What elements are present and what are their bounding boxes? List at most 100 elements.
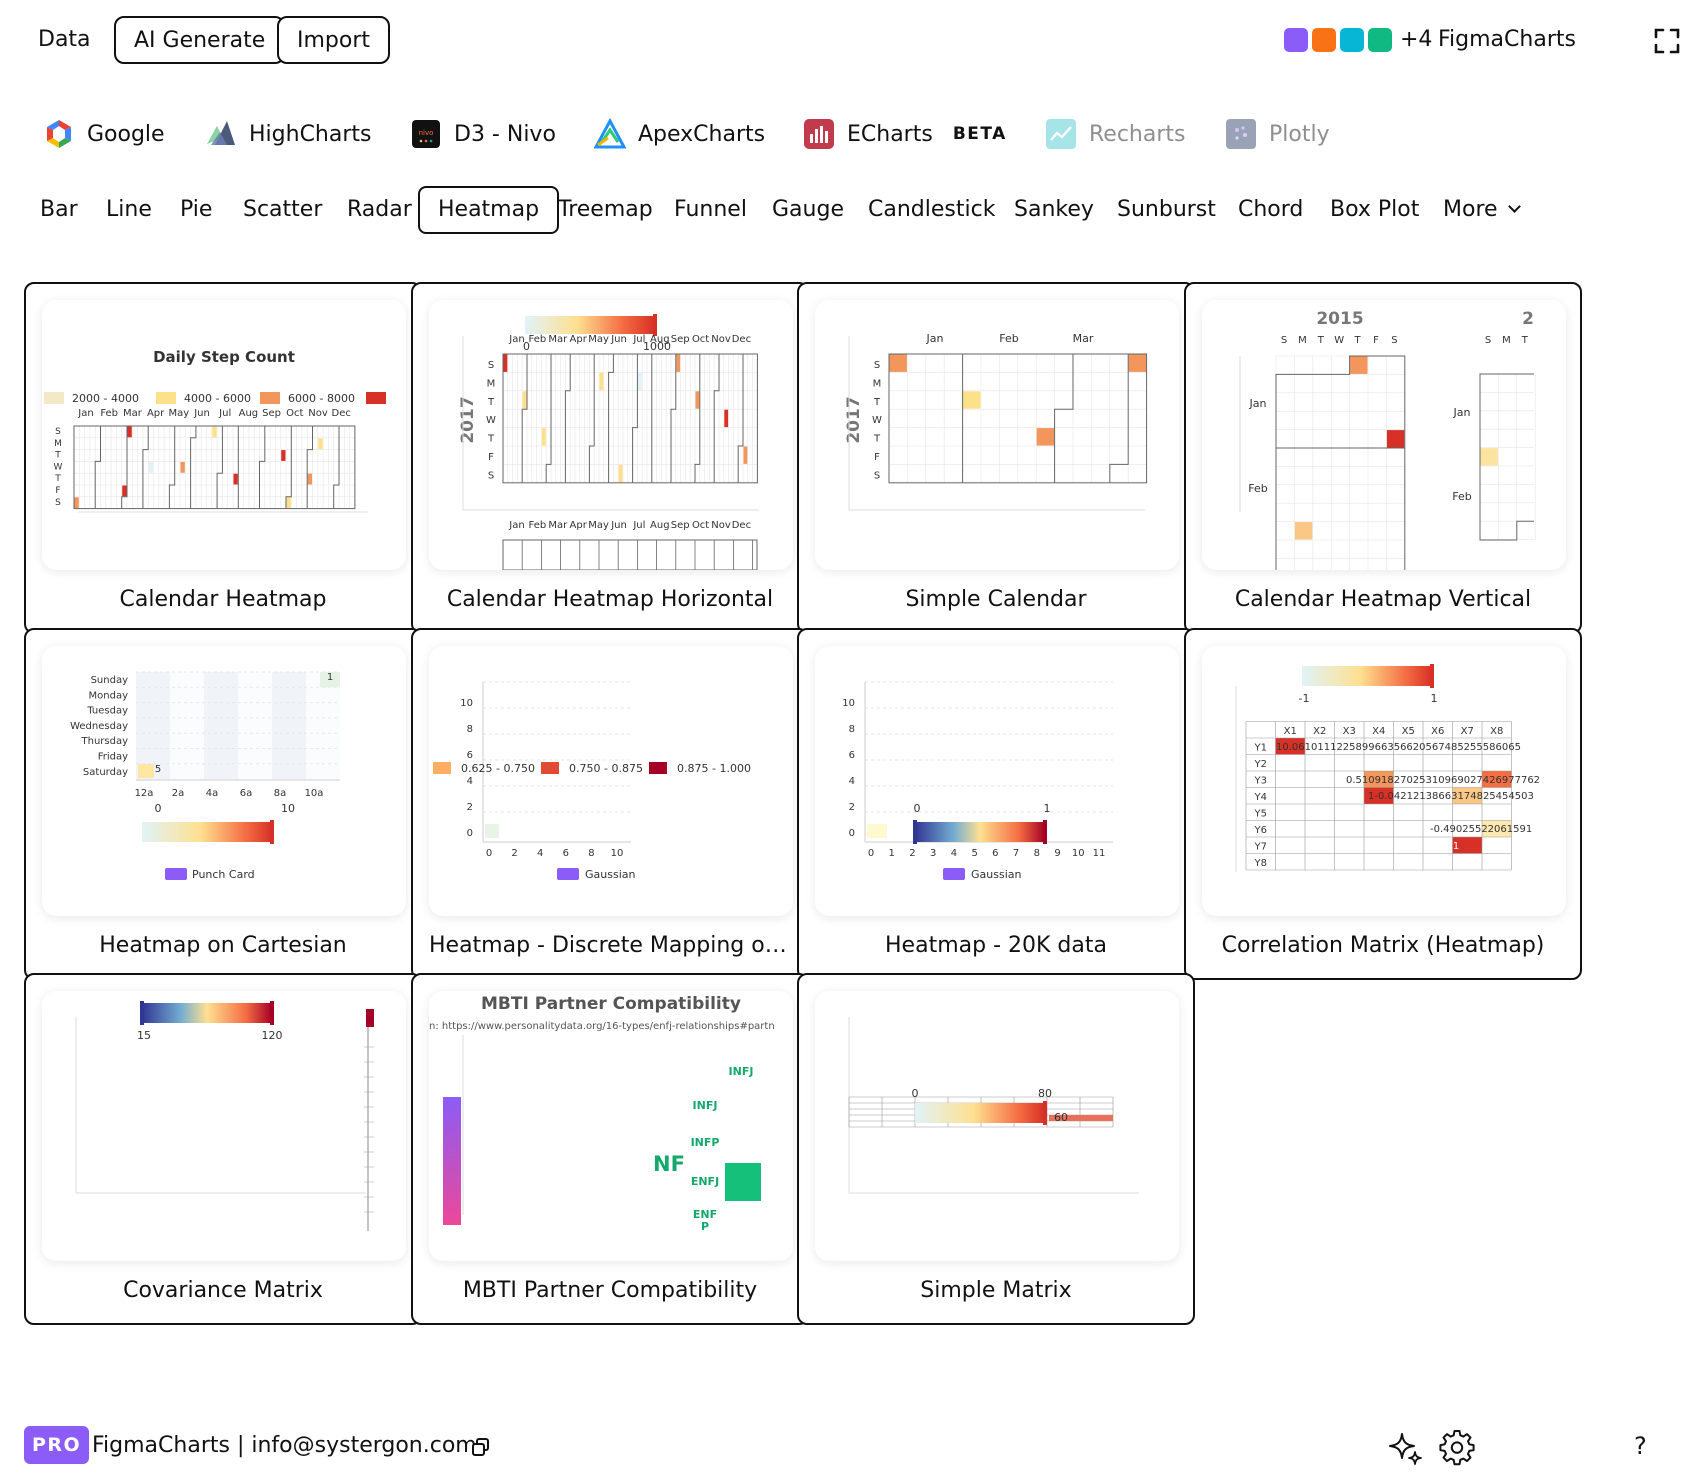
covariance-matrix-preview: 15 120 — [75, 1001, 374, 1231]
tab-box-plot[interactable]: Box Plot — [1330, 197, 1420, 222]
tab-candlestick[interactable]: Candlestick — [868, 197, 996, 222]
tab-bar[interactable]: Bar — [40, 197, 78, 222]
heat-cell — [138, 764, 154, 778]
library-recharts[interactable]: Recharts — [1045, 112, 1186, 156]
day-label: T — [54, 451, 61, 461]
month-label: Mar — [123, 408, 143, 419]
color-palette[interactable] — [1284, 28, 1392, 52]
mbti-cell — [725, 1163, 761, 1201]
chart-card-heatmap-discrete[interactable]: 10 8 6 4 2 0 0 2 4 6 8 10 0.625 - 0.750 0.750 - 0.… — [411, 628, 809, 980]
tab-funnel[interactable]: Funnel — [674, 197, 747, 222]
tab-sunburst[interactable]: Sunburst — [1117, 197, 1216, 222]
heat-cell — [212, 426, 217, 438]
tab-treemap[interactable]: Treemap — [558, 197, 653, 222]
chart-card-calendar-heatmap-horizontal[interactable]: 0 1000 Jan Feb Mar Apr May Jun Jul Aug Sep Oct Nov… — [411, 282, 809, 634]
color-scale — [1302, 666, 1432, 686]
chart-thumbnail: -1 1 X1 X2 X3 X4 X5 X6 X7 X8 Y1 Y2 Y3 Y4 Y5 Y6 Y7 Y8 1… — [1202, 646, 1566, 916]
palette-more-count[interactable]: +4 — [1400, 27, 1433, 52]
data-link[interactable]: Data — [38, 27, 91, 52]
sparkle-icon[interactable] — [1386, 1428, 1424, 1466]
column-label: X3 — [1343, 726, 1356, 737]
color-scale — [142, 1003, 272, 1023]
month-labels: Jan Feb Mar — [926, 332, 1094, 345]
column-label: X8 — [1490, 726, 1503, 737]
card-title: Heatmap - Discrete Mapping of Gaussian — [429, 933, 807, 958]
card-title: Simple Matrix — [920, 1278, 1072, 1303]
day-label: S — [488, 360, 494, 371]
library-google[interactable]: Google — [43, 112, 165, 156]
heat-cell — [743, 446, 748, 464]
chart-card-correlation-matrix[interactable]: -1 1 X1 X2 X3 X4 X5 X6 X7 X8 Y1 Y2 Y3 Y4 Y5 Y6 Y7 Y8 1… — [1184, 628, 1582, 980]
x-tick-label: 4 — [537, 848, 543, 859]
tab-chord[interactable]: Chord — [1238, 197, 1304, 222]
library-highcharts[interactable]: HighCharts — [205, 112, 371, 156]
chart-card-mbti-partner-compatibility[interactable]: MBTI Partner Compatibility n: https://ww… — [411, 973, 809, 1325]
tab-gauge[interactable]: Gauge — [772, 197, 844, 222]
month-separator — [1109, 354, 1129, 483]
tab-heatmap[interactable]: Heatmap — [418, 186, 560, 234]
scale-min: 0 — [912, 1087, 919, 1100]
heat-cell — [127, 426, 132, 438]
footer: PRO FigmaCharts | info@systergon.com ? — [0, 1424, 1700, 1468]
card-title: Calendar Heatmap — [119, 587, 327, 612]
scale-max: 120 — [262, 1029, 283, 1042]
month-labels: Jan Feb Mar Apr May Jun Jul Aug Sep Oct Nov Dec — [77, 408, 351, 419]
gear-icon[interactable] — [1438, 1428, 1476, 1466]
month-separator — [545, 354, 552, 483]
heat-cell — [281, 450, 286, 461]
chart-card-heatmap-20k[interactable]: 10 8 6 4 2 0 0 1 2 3 4 5 6 7 8 9 10 11 0 1 Gaussian Heat… — [797, 628, 1195, 980]
tab-sankey[interactable]: Sankey — [1014, 197, 1094, 222]
chart-card-covariance-matrix[interactable]: 15 120 Covariance Matrix — [24, 973, 422, 1325]
month-separator — [190, 426, 197, 509]
library-plotly[interactable]: Plotly — [1225, 112, 1330, 156]
heat-cell — [238, 733, 272, 749]
month-separator — [142, 426, 149, 509]
chart-card-calendar-heatmap[interactable]: Daily Step Count 2000 - 4000 4000 - 6000… — [24, 282, 422, 634]
month-label: Apr — [570, 334, 588, 345]
tab-line[interactable]: Line — [106, 197, 152, 222]
heat-cell — [136, 687, 170, 703]
month-label: Feb — [529, 520, 547, 531]
library-echarts[interactable]: ECharts BETA — [803, 112, 1007, 156]
ai-generate-button[interactable]: AI Generate — [114, 16, 286, 64]
heat-cell — [170, 672, 204, 688]
library-d3-nivo[interactable]: nivo D3 - Nivo — [410, 112, 556, 156]
library-apexcharts[interactable]: ApexCharts — [594, 112, 765, 156]
month-label: Feb — [1452, 490, 1471, 503]
hour-labels: 12a 2a 4a 6a 8a 10a — [135, 788, 324, 799]
chart-card-heatmap-on-cartesian[interactable]: Sunday Monday Tuesday Wednesday Thursday Frid… — [24, 628, 422, 980]
heat-cell — [306, 687, 340, 703]
tab-more[interactable]: More — [1423, 186, 1539, 234]
month-label: Jun — [193, 408, 210, 419]
month-label: Nov — [711, 334, 731, 345]
copy-icon[interactable] — [472, 1438, 490, 1456]
y-tick-label: 0 — [467, 828, 473, 839]
more-label: More — [1443, 197, 1498, 222]
brand-name: FigmaCharts — [1438, 27, 1576, 52]
swatch-cyan — [1340, 28, 1364, 52]
x-tick-label: 11 — [1093, 848, 1106, 859]
legend-label: 6000 - 8000 — [288, 392, 355, 405]
month-separator — [94, 426, 101, 509]
day-label: W — [486, 415, 496, 426]
chart-thumbnail: Daily Step Count 2000 - 4000 4000 - 6000… — [42, 300, 406, 570]
x-tick-label: 0 — [486, 848, 492, 859]
heat-cell — [238, 687, 272, 703]
fullscreen-icon[interactable] — [1654, 28, 1680, 54]
pro-badge[interactable]: PRO — [24, 1426, 90, 1464]
tab-radar[interactable]: Radar — [347, 197, 412, 222]
month-label: Apr — [570, 520, 588, 531]
tab-scatter[interactable]: Scatter — [243, 197, 323, 222]
month-label: Aug — [650, 520, 670, 531]
help-button[interactable]: ? — [1634, 1432, 1647, 1460]
chart-card-simple-matrix[interactable]: 0 80 60 Simple Matrix — [797, 973, 1195, 1325]
month-label: Jan — [926, 332, 944, 345]
import-button[interactable]: Import — [277, 16, 391, 64]
library-label: ECharts — [847, 121, 933, 147]
tab-pie[interactable]: Pie — [180, 197, 213, 222]
legend-swatch — [156, 392, 176, 404]
hour-label: 2a — [172, 788, 185, 799]
mbti-group-label: NF — [653, 1152, 685, 1176]
